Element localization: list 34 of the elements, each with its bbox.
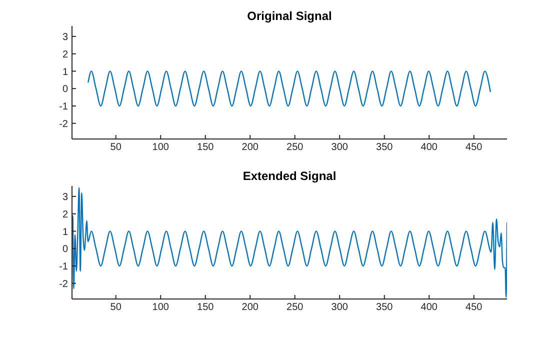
- y-tick-label: 0: [62, 244, 68, 256]
- y-tick-label: 2: [62, 209, 68, 220]
- y-tick-label: 1: [62, 66, 68, 78]
- x-tick-label: 200: [242, 142, 259, 154]
- x-tick-label: 200: [242, 302, 259, 314]
- x-tick-label: 250: [286, 142, 304, 154]
- y-tick-label: -2: [59, 118, 68, 130]
- y-tick-label: -1: [59, 262, 68, 273]
- x-tick-label: 100: [152, 142, 170, 154]
- x-tick-label: 50: [110, 302, 122, 314]
- line-series: [88, 70, 492, 107]
- x-tick-label: 300: [331, 142, 348, 154]
- x-tick-label: 250: [286, 302, 304, 314]
- x-tick-label: 300: [331, 302, 348, 314]
- x-tick-label: 350: [376, 142, 394, 154]
- y-tick-label: 1: [62, 226, 68, 238]
- y-tick-label: 0: [62, 84, 68, 96]
- x-tick-label: 150: [197, 142, 214, 154]
- x-tick-label: 50: [110, 142, 122, 154]
- x-tick-label: 350: [376, 302, 394, 314]
- y-tick-label: -2: [59, 278, 68, 290]
- y-tick-label: 2: [62, 49, 68, 60]
- x-tick-label: 100: [152, 302, 170, 314]
- x-tick-label: 400: [420, 302, 438, 314]
- line-series: [72, 187, 507, 298]
- x-tick-label: 450: [466, 142, 483, 154]
- y-tick-label: -1: [59, 102, 68, 113]
- x-tick-label: 400: [420, 142, 438, 154]
- chart-title: Extended Signal: [242, 169, 338, 183]
- y-tick-label: 3: [62, 192, 68, 203]
- x-tick-label: 150: [197, 302, 214, 314]
- x-tick-label: 450: [466, 302, 483, 314]
- y-tick-label: 3: [62, 32, 68, 43]
- chart-title: Original Signal: [246, 9, 333, 23]
